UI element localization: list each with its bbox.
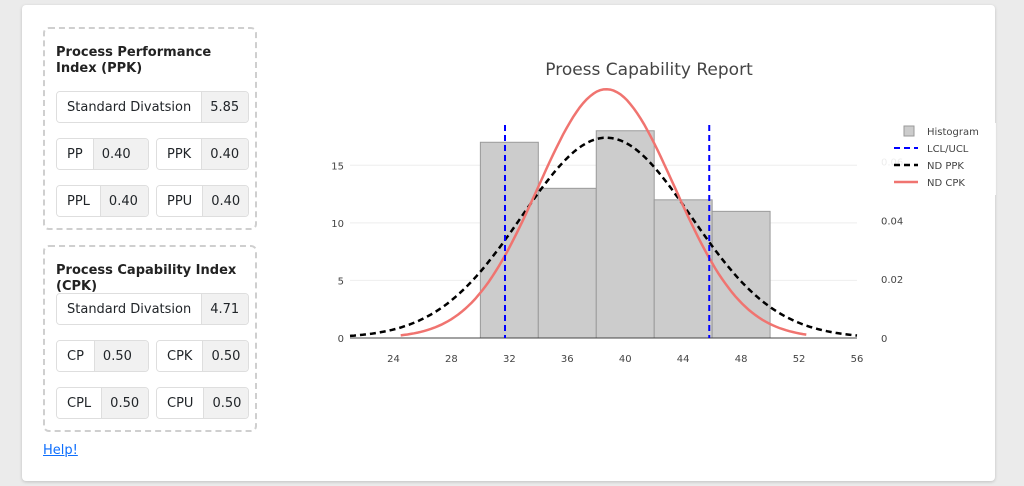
- legend-nd-cpk-label: ND CPK: [927, 178, 965, 189]
- chart-title: Proess Capability Report: [545, 60, 753, 80]
- cpl-box: CPL 0.50: [56, 387, 149, 419]
- legend-nd-ppk-label: ND PPK: [927, 161, 964, 172]
- ppu-value: 0.40: [202, 186, 248, 216]
- cp-label: CP: [57, 341, 94, 371]
- histogram-bar-2: [537, 187, 597, 339]
- legend-histogram-label: Histogram: [927, 127, 979, 138]
- capability-chart: Proess Capability Report 24 28 32 36 40 44 48 52…: [331, 60, 996, 365]
- cpk-panel-title: Process Capability Index (CPK): [56, 263, 237, 294]
- histogram-bar-1: [479, 141, 539, 339]
- cpl-label: CPL: [57, 388, 102, 418]
- ppk-std-value: 5.85: [201, 92, 248, 122]
- cpu-label: CPU: [157, 388, 204, 418]
- histogram-bar-3: [595, 130, 655, 339]
- cpu-value: 0.50: [203, 388, 248, 418]
- y2-tick-label: 0.04: [881, 216, 903, 227]
- ppk-panel: Process Performance Index (PPK) Standard…: [43, 27, 257, 230]
- ppu-label: PPU: [157, 186, 203, 216]
- pp-value: 0.40: [92, 139, 148, 169]
- cpk-std-value: 4.71: [201, 294, 248, 324]
- x-tick-label: 56: [851, 354, 864, 365]
- cpk-box: CPK 0.50: [156, 340, 249, 372]
- x-tick-label: 24: [387, 354, 400, 365]
- ppl-label: PPL: [57, 186, 100, 216]
- report-card: Process Performance Index (PPK) Standard…: [22, 5, 996, 481]
- y2-tick-label: 0.02: [881, 275, 903, 286]
- cp-box: CP 0.50: [56, 340, 149, 372]
- legend-limits-label: LCL/UCL: [927, 144, 969, 155]
- cpk-std-box: Standard Divatsion 4.71: [56, 293, 249, 325]
- y-tick-label: 5: [338, 276, 344, 287]
- help-link[interactable]: Help!: [43, 443, 78, 458]
- x-tick-label: 52: [793, 354, 806, 365]
- ppk-label: PPK: [157, 139, 202, 169]
- y2-tick-label: 0: [881, 334, 887, 345]
- ppk-std-box: Standard Divatsion 5.85: [56, 91, 249, 123]
- x-tick-label: 48: [735, 354, 748, 365]
- x-tick-label: 44: [677, 354, 690, 365]
- histogram-bar-5: [711, 210, 771, 339]
- cpl-value: 0.50: [101, 388, 148, 418]
- nd-ppk-curve: [349, 136, 858, 338]
- ppk-box: PPK 0.40: [156, 138, 249, 170]
- histogram-bar-4: [653, 199, 713, 339]
- pp-box: PP 0.40: [56, 138, 149, 170]
- ppk-value: 0.40: [201, 139, 248, 169]
- pp-label: PP: [57, 139, 93, 169]
- ppk-panel-title: Process Performance Index (PPK): [56, 45, 212, 76]
- x-tick-label: 36: [561, 354, 574, 365]
- cpk-label: CPK: [157, 341, 203, 371]
- y-tick-label: 10: [331, 219, 344, 230]
- x-tick-label: 28: [445, 354, 458, 365]
- ppu-box: PPU 0.40: [156, 185, 249, 217]
- cpk-std-label: Standard Divatsion: [57, 294, 202, 324]
- ppl-value: 0.40: [99, 186, 148, 216]
- cpk-panel: Process Capability Index (CPK) Standard …: [43, 245, 257, 432]
- cp-value: 0.50: [93, 341, 148, 371]
- x-tick-label: 32: [503, 354, 516, 365]
- ppk-std-label: Standard Divatsion: [57, 92, 202, 122]
- legend-histogram-swatch: [903, 125, 915, 137]
- cpk-value: 0.50: [202, 341, 248, 371]
- x-tick-label: 40: [619, 354, 632, 365]
- nd-cpk-curve: [400, 87, 807, 337]
- cpu-box: CPU 0.50: [156, 387, 249, 419]
- y-tick-label: 0: [338, 334, 344, 345]
- y-tick-label: 15: [331, 161, 344, 172]
- ppl-box: PPL 0.40: [56, 185, 149, 217]
